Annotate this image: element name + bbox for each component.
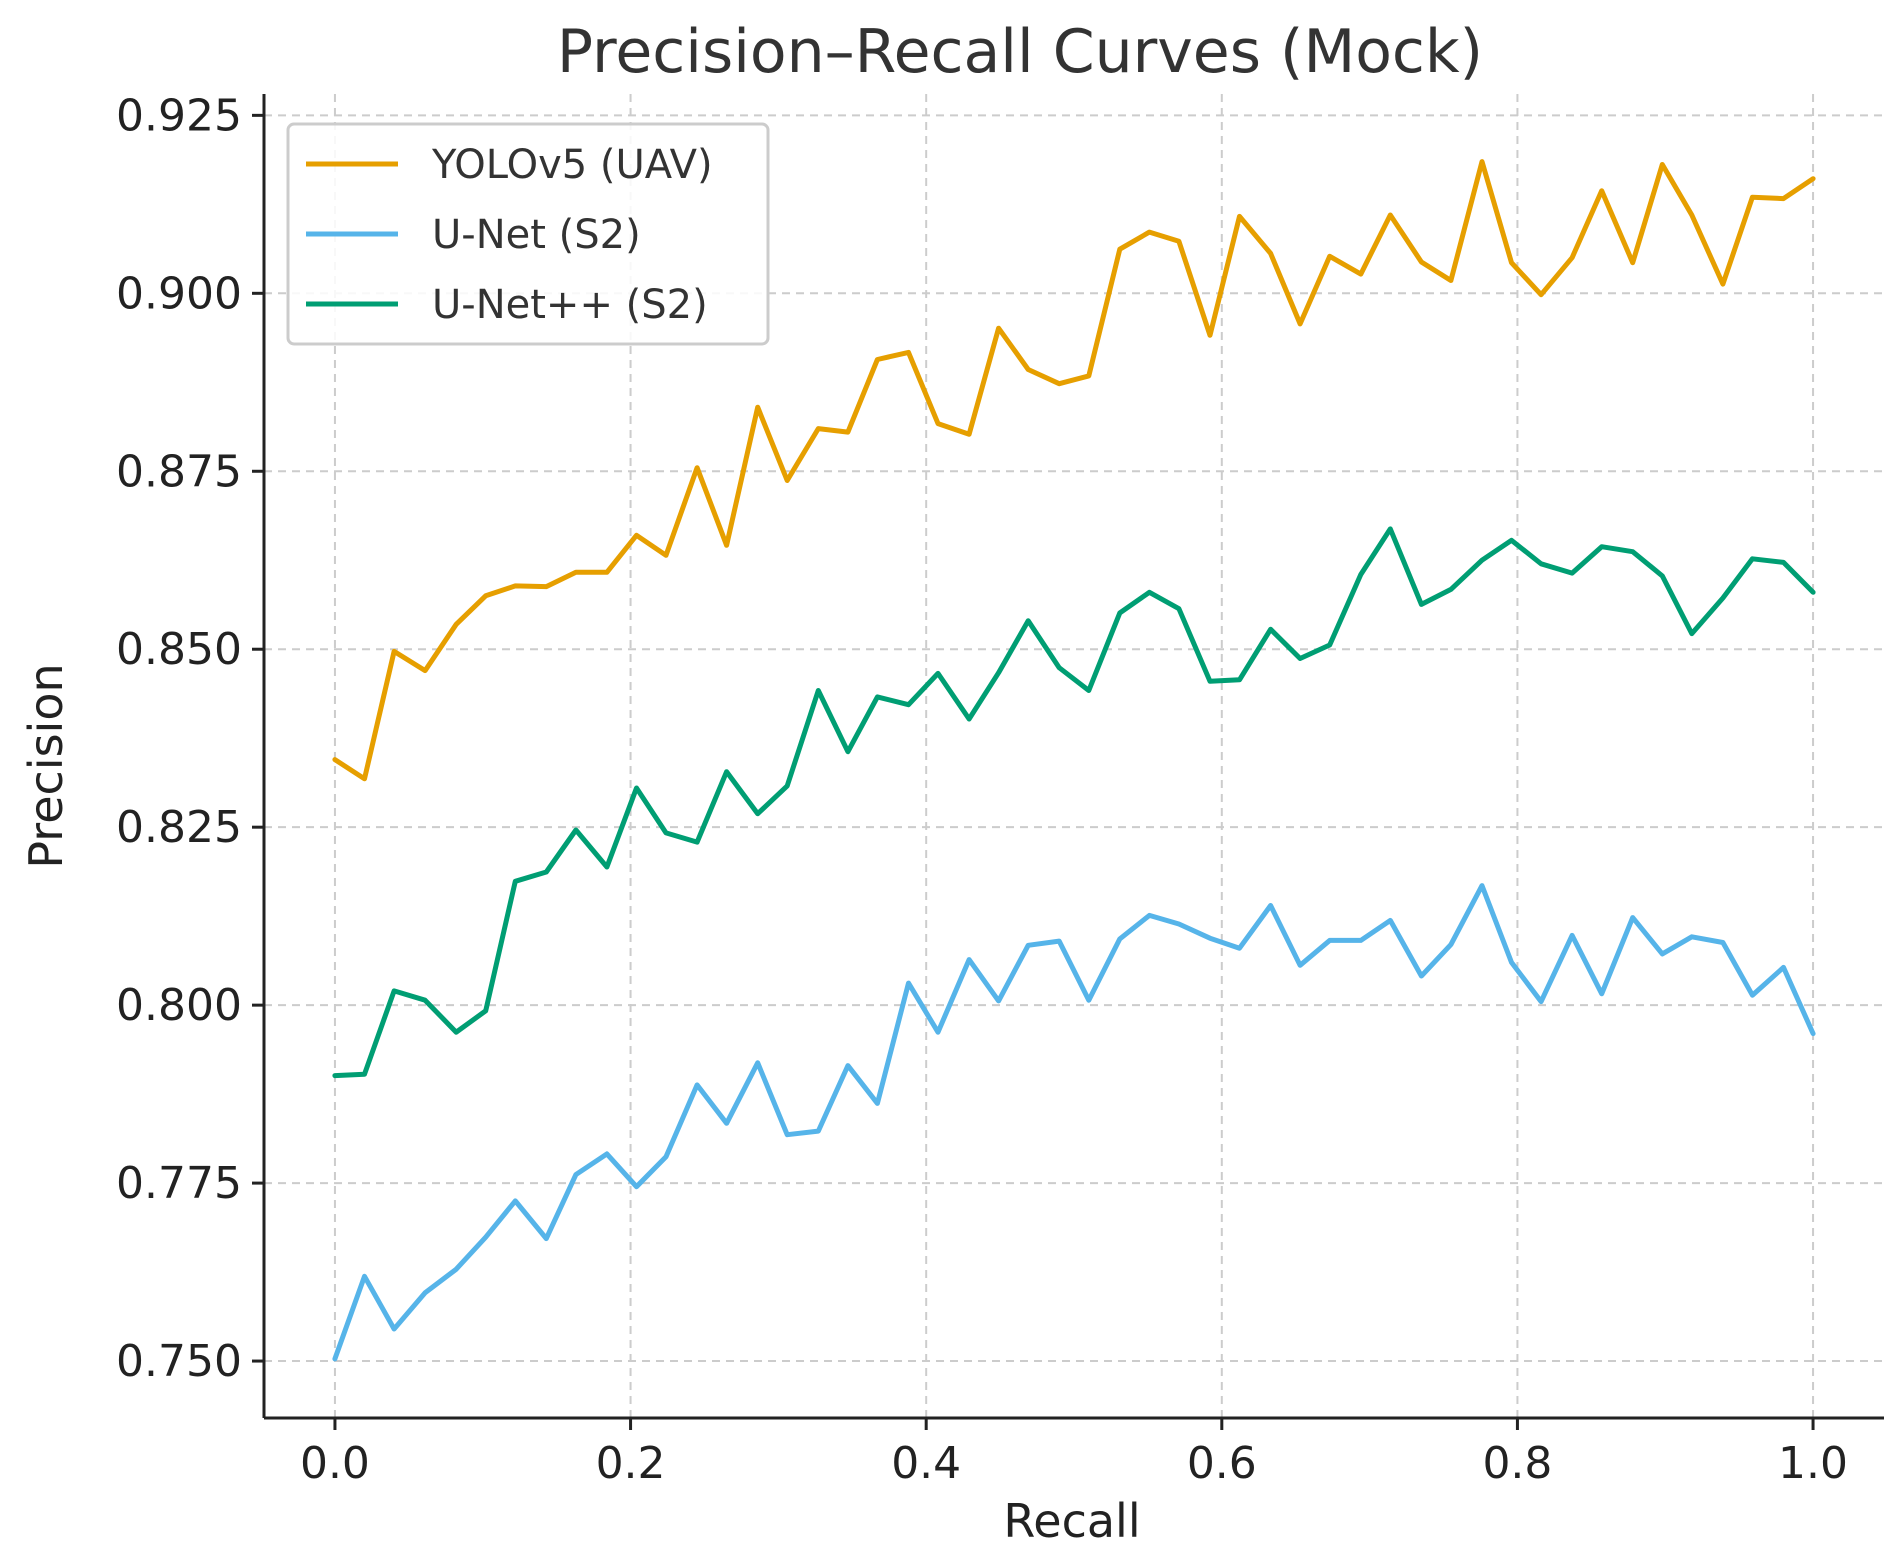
legend-label: U-Net++ (S2) (432, 282, 708, 328)
x-tick-label: 1.0 (1778, 1438, 1848, 1489)
y-tick-label: 0.925 (116, 90, 242, 141)
legend-item: U-Net++ (S2) (306, 282, 708, 328)
y-tick-label: 0.750 (116, 1336, 242, 1387)
legend-label: YOLOv5 (UAV) (431, 142, 713, 188)
y-tick-label: 0.825 (116, 802, 242, 853)
legend-item: YOLOv5 (UAV) (306, 142, 713, 188)
y-tick-label: 0.875 (116, 446, 242, 497)
legend-item: U-Net (S2) (306, 212, 641, 258)
legend-label: U-Net (S2) (432, 212, 641, 258)
chart-title: Precision–Recall Curves (Mock) (557, 17, 1483, 87)
legend: YOLOv5 (UAV) U-Net (S2) U-Net++ (S2) (286, 122, 770, 346)
x-axis-label: Recall (1003, 1494, 1140, 1548)
axes (262, 94, 1884, 1420)
series-line-u-net-s2 (332, 526, 1816, 1079)
x-tick-label: 0.4 (891, 1438, 961, 1489)
y-tick-label: 0.900 (116, 268, 242, 319)
x-tick-label: 0.2 (596, 1438, 666, 1489)
y-tick-label: 0.775 (116, 1158, 242, 1209)
y-axis-label: Precision (19, 663, 73, 868)
y-tick-label: 0.850 (116, 624, 242, 675)
y-tick-label: 0.800 (116, 980, 242, 1031)
legend-frame (286, 122, 770, 346)
x-tick-label: 0.6 (1187, 1438, 1257, 1489)
series-line-yolov5-uav (332, 159, 1816, 782)
series-line-u-net-s2 (332, 883, 1816, 1362)
ticks: 0.0 0.2 0.4 0.6 0.8 1.0 0.750 0.775 0.800 0.825 0.… (116, 90, 1848, 1489)
x-tick-label: 0.0 (300, 1438, 370, 1489)
x-tick-label: 0.8 (1482, 1438, 1552, 1489)
series-lines (332, 159, 1816, 1362)
